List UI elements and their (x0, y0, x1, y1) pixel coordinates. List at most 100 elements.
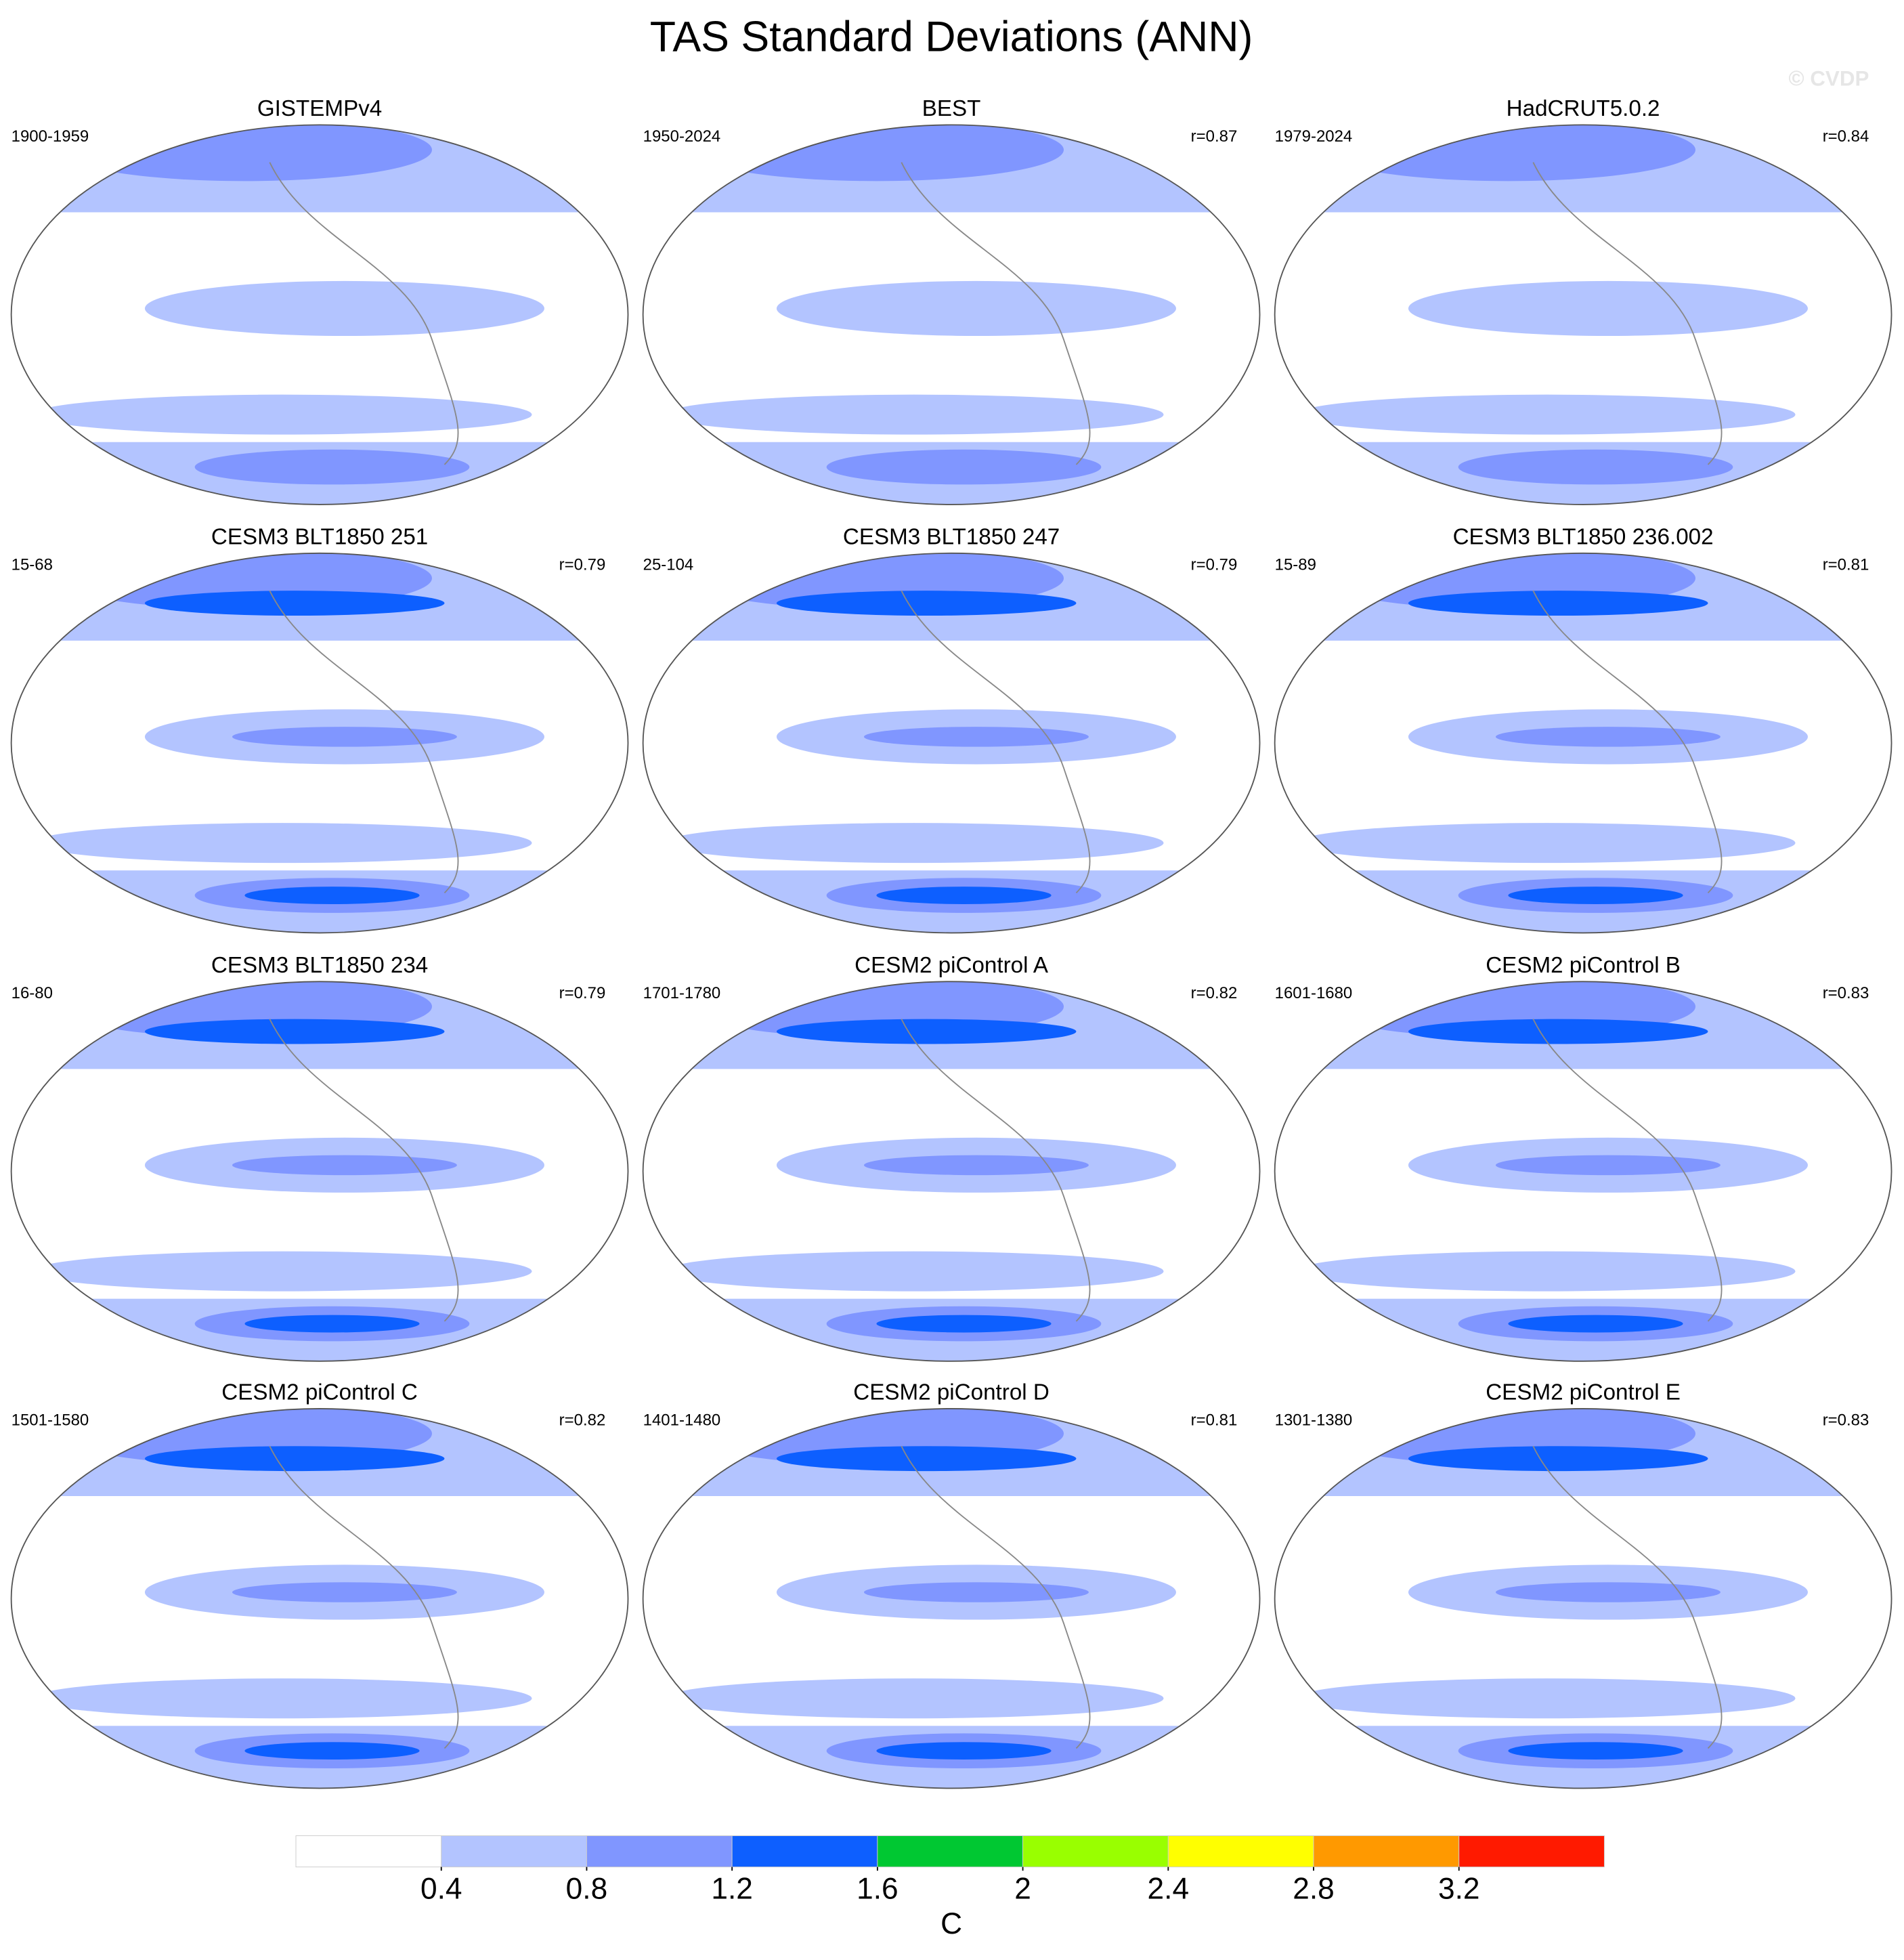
map-south-band (664, 394, 1164, 435)
map-antarctic-high (244, 1742, 420, 1760)
map-south-band (664, 1678, 1164, 1719)
coastline (269, 1445, 459, 1749)
panel-title: HadCRUT5.0.2 (1507, 96, 1660, 121)
panel-title: CESM3 BLT1850 236.002 (1453, 524, 1714, 549)
map-outline (10, 124, 629, 505)
coastline (1532, 162, 1723, 465)
map-south-band (1295, 394, 1796, 435)
panel-correlation: r=0.84 (1823, 127, 1869, 146)
panel-correlation: r=0.83 (1823, 984, 1869, 1002)
colorbar-box (877, 1835, 1024, 1868)
map-arctic-high (144, 591, 445, 616)
map-outline (1274, 124, 1892, 505)
map-enso-core (864, 727, 1089, 747)
map-south-band (32, 1678, 532, 1719)
colorbar-tick-label: 2.4 (1148, 1872, 1190, 1905)
coastline (269, 1019, 459, 1322)
map-arctic-high (776, 591, 1077, 616)
coastline (269, 590, 459, 894)
colorbar-box (731, 1835, 878, 1868)
map (1274, 1408, 1892, 1789)
colorbar-label: C (940, 1907, 962, 1940)
coastline (1532, 590, 1723, 894)
panel-period: 1950-2024 (643, 127, 721, 146)
map-arctic-high (776, 1446, 1077, 1472)
panel-correlation: r=0.79 (1191, 556, 1238, 574)
colorbar-tick-label: 2 (1014, 1872, 1031, 1905)
panel-period: 1900-1959 (12, 127, 89, 146)
panel-period: 25-104 (643, 556, 694, 574)
coastline (901, 1445, 1091, 1749)
map-outline (642, 124, 1261, 505)
map-enso-core (864, 1582, 1089, 1602)
map-outline (10, 552, 629, 934)
colorbar-box (441, 1835, 587, 1868)
map (11, 125, 628, 505)
map-outline (1274, 981, 1892, 1362)
colorbar-box (1313, 1835, 1460, 1868)
map-antarctic-high (1508, 887, 1683, 904)
map-outline (10, 1407, 629, 1789)
map-outline (642, 552, 1261, 934)
coastline (269, 162, 459, 465)
map-outline (1274, 1407, 1892, 1789)
map-outline (10, 981, 629, 1362)
map-south-band (664, 1251, 1164, 1292)
panel-correlation: r=0.82 (559, 1411, 606, 1430)
map-arctic-high (1408, 1019, 1708, 1044)
colorbar-box (295, 1835, 442, 1868)
map (1274, 553, 1892, 933)
map-south-band (1295, 823, 1796, 864)
map-antarctic-high (1508, 1315, 1683, 1333)
panel-title: BEST (922, 96, 981, 121)
colorbar-box (1167, 1835, 1314, 1868)
panel-title: GISTEMPv4 (257, 96, 382, 121)
map-arctic-high (1408, 591, 1708, 616)
map (643, 981, 1260, 1361)
panel-title: CESM2 piControl B (1486, 953, 1681, 978)
map-antarctic-core (194, 449, 470, 485)
map-enso-core (232, 1582, 457, 1602)
coastline (901, 590, 1091, 894)
panel-correlation: r=0.82 (1191, 984, 1238, 1002)
map-antarctic-high (244, 1315, 420, 1333)
watermark: © CVDP (1789, 66, 1869, 90)
panel-correlation: r=0.81 (1823, 556, 1869, 574)
panel-correlation: r=0.79 (559, 556, 606, 574)
map (643, 553, 1260, 933)
map-arctic-high (144, 1446, 445, 1472)
map-antarctic-high (876, 1742, 1052, 1760)
map-enso-core (232, 727, 457, 747)
map-outline (642, 1407, 1261, 1789)
coastline (1532, 1019, 1723, 1322)
panel-correlation: r=0.81 (1191, 1411, 1238, 1430)
map-arctic-high (1408, 1446, 1708, 1472)
map-south-band (664, 823, 1164, 864)
map-south-band (32, 823, 532, 864)
map-enso-core (864, 1155, 1089, 1176)
map-tropical-band (1408, 280, 1808, 337)
panel-correlation: r=0.83 (1823, 1411, 1869, 1430)
map-antarctic-high (1508, 1742, 1683, 1760)
colorbar-box (586, 1835, 733, 1868)
map-south-band (32, 394, 532, 435)
coastline (1532, 1445, 1723, 1749)
map-antarctic-high (876, 887, 1052, 904)
map-enso-core (1496, 1155, 1721, 1176)
panel-title: CESM2 piControl D (853, 1380, 1050, 1405)
panel-title: CESM3 BLT1850 234 (211, 953, 428, 978)
map-outline (1274, 552, 1892, 934)
panel-period: 1701-1780 (643, 984, 721, 1002)
map (1274, 981, 1892, 1361)
colorbar-tick-label: 2.8 (1293, 1872, 1335, 1905)
map-enso-core (1496, 1582, 1721, 1602)
map-antarctic-high (876, 1315, 1052, 1333)
map-south-band (32, 1251, 532, 1292)
panel-title: CESM2 piControl C (221, 1380, 418, 1405)
panel-period: 1979-2024 (1275, 127, 1353, 146)
map-tropical-band (144, 280, 544, 337)
map (643, 1408, 1260, 1789)
map-arctic-high (776, 1019, 1077, 1044)
